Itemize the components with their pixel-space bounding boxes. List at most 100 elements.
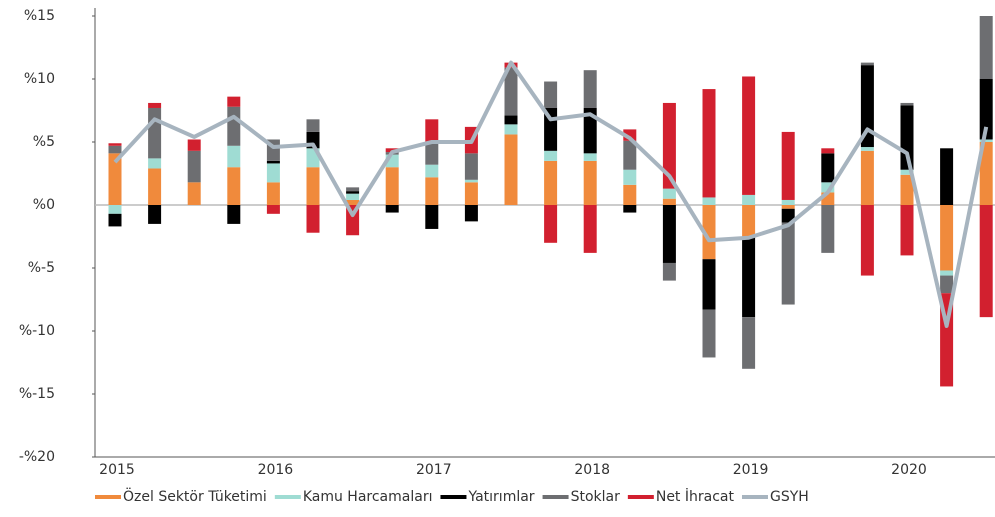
- legend-label: Kamu Harcamaları: [303, 489, 433, 505]
- bar-segment: [979, 139, 993, 142]
- bar-segment: [742, 236, 756, 318]
- bar-segment: [821, 205, 835, 253]
- bar-segment: [583, 160, 597, 205]
- bar-segment: [187, 139, 201, 151]
- bar-segment: [227, 167, 241, 205]
- bar-segment: [940, 270, 954, 276]
- bar-segment: [544, 205, 558, 243]
- bar-segment: [425, 119, 439, 144]
- bar-segment: [504, 115, 518, 125]
- x-tick-label: 2015: [99, 462, 135, 478]
- legend-label: Stoklar: [571, 489, 621, 505]
- bar-segment: [900, 102, 914, 106]
- bar-segment: [702, 89, 716, 198]
- bar-segment: [306, 119, 320, 132]
- line: [113, 60, 989, 328]
- bar-segment: [108, 145, 122, 154]
- bar-segment: [781, 208, 795, 223]
- bar-segment: [544, 150, 558, 161]
- bar-segment: [108, 205, 122, 214]
- bar-segment: [187, 182, 201, 205]
- bar-segment: [979, 142, 993, 205]
- y-tick-label: %-10: [19, 323, 55, 339]
- legend-label: Özel Sektör Tüketimi: [123, 487, 267, 505]
- bar-segment: [583, 107, 597, 154]
- bar-segment: [306, 205, 320, 233]
- bar-segment: [266, 205, 280, 214]
- bar-segment: [623, 129, 637, 141]
- bar-segment: [781, 131, 795, 200]
- bar-segment: [425, 177, 439, 205]
- bar-segment: [821, 153, 835, 183]
- bar-segment: [979, 79, 993, 140]
- bar-segment: [464, 153, 478, 180]
- bar-segment: [860, 62, 874, 66]
- bar-segment: [504, 124, 518, 135]
- y-tick-label: %-5: [28, 260, 55, 276]
- bar-segment: [623, 205, 637, 213]
- bar-segment: [544, 81, 558, 108]
- bar-segment: [544, 160, 558, 205]
- bar-segment: [425, 205, 439, 229]
- bar-segment: [266, 163, 280, 183]
- y-tick-label: %15: [24, 8, 55, 24]
- bar-segment: [702, 259, 716, 310]
- bar-segment: [583, 205, 597, 253]
- bar-segment: [148, 102, 162, 108]
- bar-segment: [821, 148, 835, 154]
- bar-segment: [346, 199, 360, 205]
- legend-label: Yatırımlar: [467, 489, 534, 505]
- bar-segment: [504, 67, 518, 116]
- y-tick-label: -%20: [19, 449, 55, 465]
- bar-segment: [900, 205, 914, 256]
- y-tick-label: %0: [33, 197, 55, 213]
- y-tick-label: %-15: [19, 386, 55, 402]
- bar-segment: [662, 198, 676, 205]
- bar-segment: [979, 16, 993, 79]
- bar-segment: [583, 153, 597, 161]
- bar-segment: [940, 275, 954, 294]
- bar-segment: [623, 184, 637, 205]
- x-tick-label: 2019: [733, 462, 769, 478]
- bar-segment: [662, 102, 676, 189]
- bar-segment: [148, 205, 162, 224]
- bar-segment: [623, 169, 637, 185]
- bar-segment: [979, 205, 993, 318]
- bar-segment: [662, 205, 676, 263]
- bar-segment: [742, 317, 756, 369]
- bar-segment: [742, 76, 756, 195]
- bar-segment: [346, 187, 360, 192]
- x-tick-label: 2016: [258, 462, 294, 478]
- legend-label: GSYH: [770, 489, 809, 505]
- bar-segment: [860, 205, 874, 276]
- bar-segment: [108, 213, 122, 227]
- bar-segment: [702, 309, 716, 358]
- bar-segment: [227, 106, 241, 146]
- bar-segment: [227, 145, 241, 168]
- bar-segment: [821, 182, 835, 193]
- x-tick-label: 2018: [574, 462, 610, 478]
- bar-segment: [266, 182, 280, 205]
- bar-segment: [464, 182, 478, 205]
- bar-segment: [227, 205, 241, 224]
- bar-segment: [781, 199, 795, 205]
- bar-segment: [781, 222, 795, 305]
- bar-segment: [148, 158, 162, 169]
- bar-segment: [940, 148, 954, 205]
- bar-segment: [227, 96, 241, 107]
- x-tick-label: 2017: [416, 462, 452, 478]
- bar-segment: [860, 147, 874, 151]
- bar-segment: [425, 164, 439, 178]
- x-tick-label: 2020: [891, 462, 927, 478]
- bar-segment: [742, 205, 756, 237]
- bar-segment: [108, 143, 122, 146]
- bar-segment: [742, 194, 756, 205]
- bar-segment: [306, 167, 320, 205]
- bar-segment: [900, 174, 914, 205]
- bar-segment: [385, 167, 399, 205]
- legend-label: Net İhracat: [656, 487, 735, 505]
- bar-segment: [662, 262, 676, 281]
- bar-segment: [148, 107, 162, 159]
- bar-segment: [187, 150, 201, 183]
